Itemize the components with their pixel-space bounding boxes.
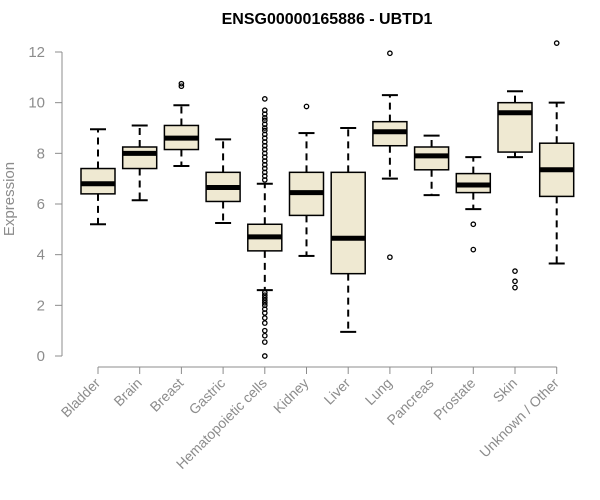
box-bladder (80, 128, 116, 226)
box-iqr (497, 101, 533, 153)
outlier-point (512, 278, 518, 285)
outlier-point (261, 125, 268, 131)
outlier-point (261, 96, 268, 102)
box-brain (121, 124, 158, 202)
outlier-point (470, 221, 477, 228)
box-iqr (330, 171, 366, 275)
y-tick-label: 6 (37, 196, 45, 213)
outlier-point (261, 289, 268, 296)
outlier-point (261, 292, 268, 299)
outlier-point (512, 284, 518, 291)
box-skin (497, 90, 533, 291)
box-lung (372, 50, 408, 261)
y-axis-label: Expression (1, 162, 18, 236)
outlier-point (261, 297, 268, 304)
x-tick-label: Breast (147, 375, 187, 415)
x-tick-label: Prostate (430, 375, 478, 423)
x-tick-label: Bladder (58, 375, 104, 421)
outlier-point (387, 254, 393, 261)
box-iqr (413, 146, 450, 171)
outlier-point (261, 310, 268, 316)
outlier-point (261, 315, 268, 321)
outlier-point (261, 327, 268, 334)
box-iqr (121, 146, 158, 170)
y-tick-label: 4 (37, 247, 45, 264)
box-breast (163, 80, 200, 167)
x-tick-label: Lung (362, 375, 395, 408)
chart-title: ENSG00000165886 - UBTD1 (222, 11, 433, 28)
box-prostate (455, 156, 492, 253)
y-axis: 0 2 4 6 8 10 12 (28, 44, 63, 365)
box-unknown-other (538, 40, 575, 265)
outlier-point (261, 177, 268, 183)
x-tick-label: Skin (490, 375, 521, 406)
outlier-point (470, 246, 477, 253)
y-tick-label: 12 (28, 44, 45, 61)
box-liver (330, 127, 366, 333)
x-tick-label: Brain (110, 375, 144, 409)
outlier-point (387, 50, 393, 57)
outlier-point (261, 353, 268, 359)
box-gastric (205, 138, 241, 224)
y-tick-label: 8 (37, 145, 45, 162)
outlier-point (178, 83, 185, 90)
outlier-point (553, 40, 560, 46)
outlier-point (261, 115, 268, 121)
box-hematopoietic-cells (247, 96, 283, 359)
box-series (80, 40, 575, 359)
y-tick-label: 2 (37, 297, 45, 314)
y-tick-label: 0 (37, 348, 45, 365)
outlier-point (178, 80, 185, 87)
box-iqr (80, 167, 116, 195)
outlier-point (261, 320, 268, 326)
y-tick-label: 10 (28, 95, 45, 112)
box-kidney (288, 103, 325, 257)
outlier-point (261, 294, 268, 301)
box-pancreas (413, 134, 450, 197)
outlier-point (261, 339, 268, 345)
outlier-point (512, 268, 518, 274)
outlier-point (261, 299, 268, 306)
outlier-point (261, 332, 268, 339)
x-tick-label: Kidney (270, 375, 312, 417)
outlier-point (303, 103, 310, 110)
x-tick-label: Liver (321, 375, 354, 408)
x-tick-label: Unknown / Other (476, 375, 562, 461)
